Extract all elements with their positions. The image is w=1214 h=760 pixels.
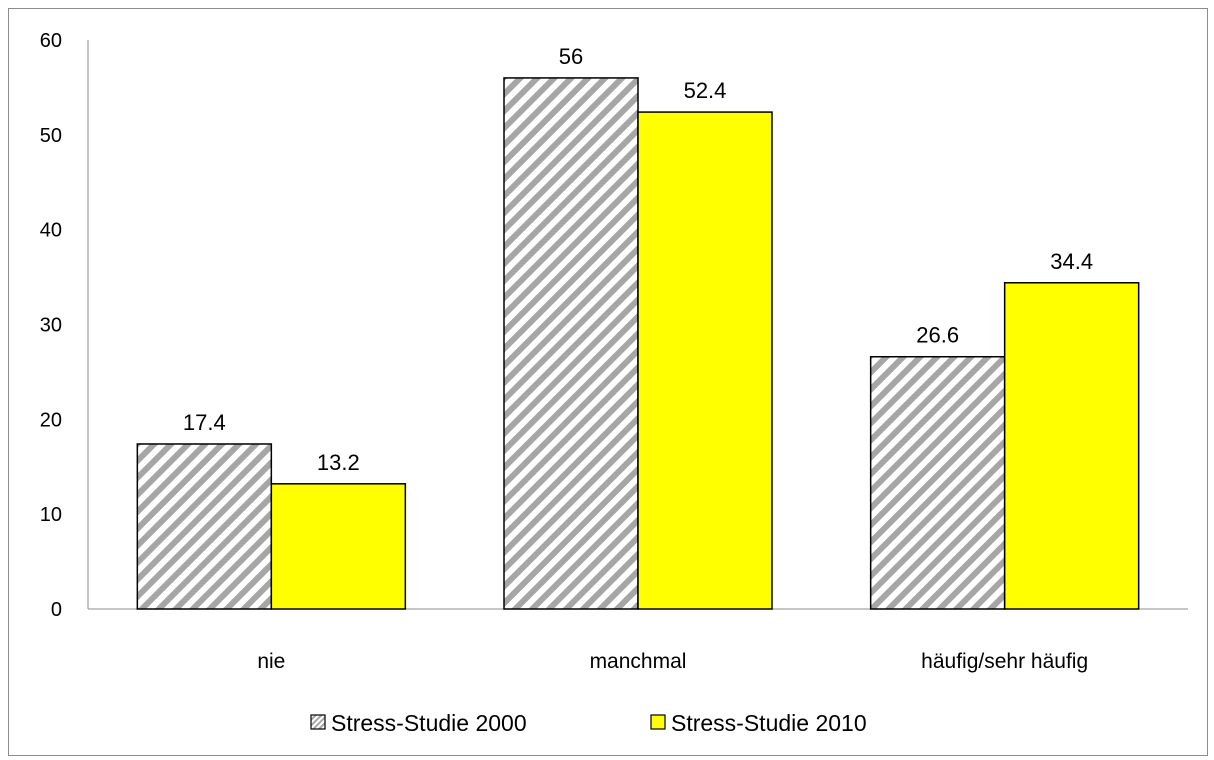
bar-series-2010 (637, 111, 773, 610)
x-category-label: nie (257, 650, 285, 673)
y-tick-label: 40 (40, 220, 62, 242)
legend-label: Stress-Studie 2000 (331, 710, 527, 736)
y-tick-label: 10 (40, 504, 62, 526)
bar-series-2010 (270, 483, 407, 610)
y-tick-label: 20 (40, 409, 62, 431)
y-tick-label: 0 (51, 599, 62, 621)
legend-label: Stress-Studie 2010 (671, 710, 867, 736)
data-label: 56 (559, 44, 583, 69)
legend-swatch-series-2000 (310, 714, 326, 730)
y-tick-label: 60 (40, 30, 62, 52)
data-label: 52.4 (684, 78, 727, 103)
data-label: 13.2 (317, 450, 360, 475)
legend-swatch-series-2010 (650, 714, 666, 730)
x-category-label: häufig/sehr häufig (921, 650, 1088, 673)
data-label: 17.4 (183, 410, 226, 435)
x-category-label: manchmal (590, 650, 687, 673)
bar-series-2000 (869, 355, 1006, 610)
y-tick-label: 50 (40, 125, 62, 147)
data-label: 34.4 (1050, 249, 1093, 274)
bar-series-2010 (1003, 282, 1140, 610)
data-label: 26.6 (916, 323, 959, 348)
bar-series-2000 (503, 77, 639, 610)
bar-series-2000 (136, 443, 273, 610)
y-tick-label: 30 (40, 315, 62, 337)
